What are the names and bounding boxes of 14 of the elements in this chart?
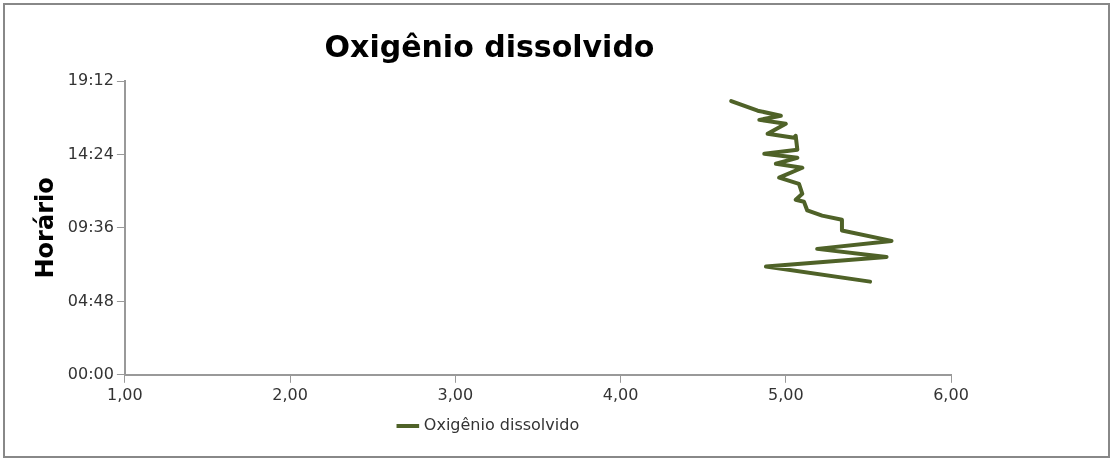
x-tick-label: 3,00 — [437, 384, 474, 404]
x-tick-label: 2,00 — [272, 384, 308, 404]
chart-title: Oxigênio dissolvido — [324, 28, 655, 64]
y-axis-title: Horário — [30, 177, 59, 279]
x-tick-label: 4,00 — [602, 384, 639, 404]
legend-label: Oxigênio dissolvido — [423, 415, 580, 435]
y-tick-label: 19:12 — [67, 70, 114, 90]
y-tick-label: 04:48 — [67, 290, 114, 310]
x-tick-label: 5,00 — [767, 384, 804, 404]
y-tick-label: 00:00 — [67, 363, 114, 383]
x-tick-label: 1,00 — [107, 384, 143, 404]
x-tick-label: 6,00 — [933, 384, 969, 404]
y-tick-label: 14:24 — [67, 143, 114, 163]
y-tick-label: 09:36 — [67, 217, 114, 237]
